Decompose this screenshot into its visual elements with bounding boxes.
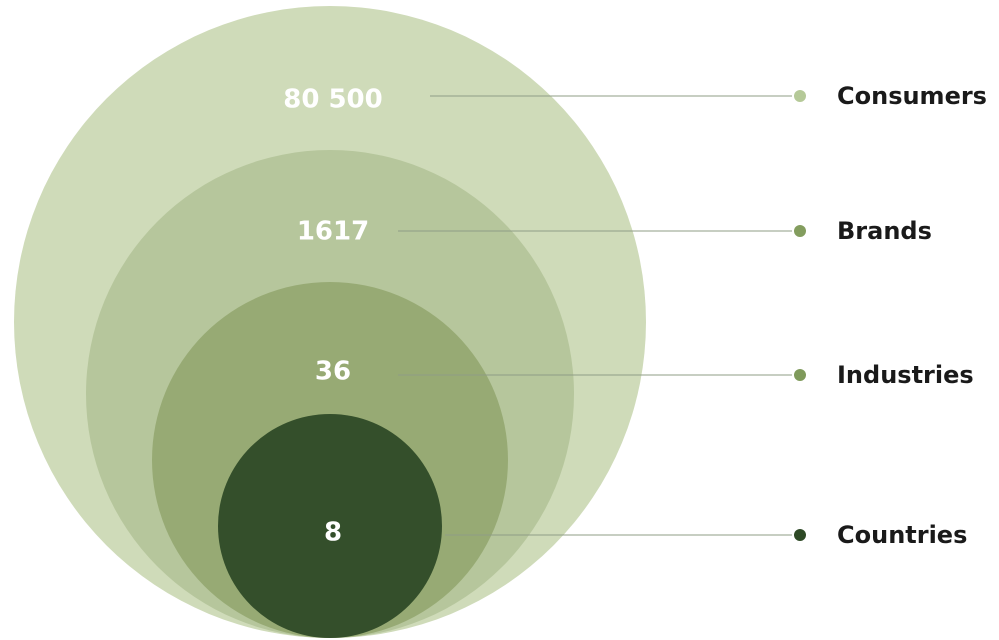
circle-value: 80 500 <box>283 85 383 115</box>
circle-value: 36 <box>315 357 351 387</box>
legend-label: Industries <box>837 361 974 389</box>
legend-dot <box>794 529 806 541</box>
circle <box>218 414 442 638</box>
legend-dot <box>794 369 806 381</box>
legend-label: Brands <box>837 217 932 245</box>
legend-dot <box>794 225 806 237</box>
legend-label: Countries <box>837 521 967 549</box>
legend-label: Consumers <box>837 82 987 110</box>
circle-value: 8 <box>324 518 342 548</box>
legend-dot <box>794 90 806 102</box>
circle-value: 1617 <box>297 217 369 247</box>
